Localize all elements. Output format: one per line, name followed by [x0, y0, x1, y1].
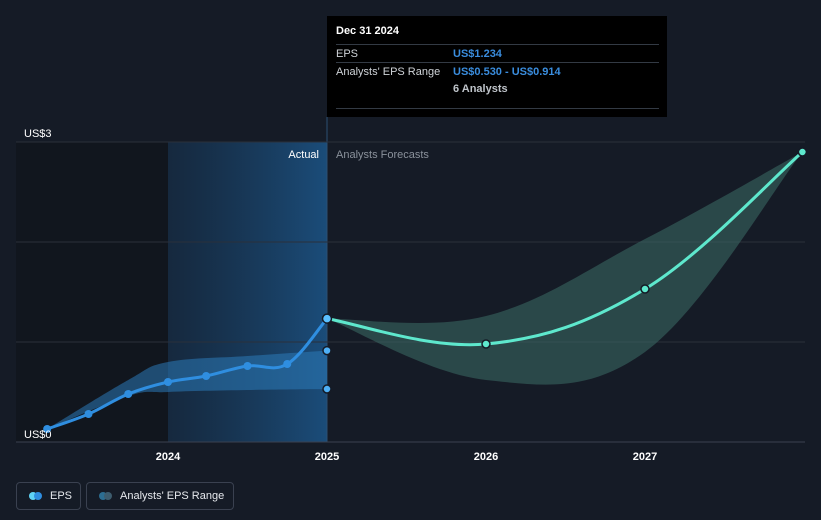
x-tick-label: 2027	[633, 451, 657, 463]
tooltip-eps-value: US$1.234	[453, 47, 502, 60]
tooltip-range-label: Analysts' EPS Range	[336, 65, 441, 78]
eps-point	[283, 360, 292, 368]
range-end-point	[322, 345, 332, 356]
legend-range-label: Analysts' EPS Range	[120, 490, 225, 502]
x-tick-label: 2026	[474, 451, 498, 463]
tooltip-divider	[336, 108, 659, 109]
eps-point	[243, 362, 252, 370]
tooltip: Dec 31 2024 EPS US$1.234 Analysts' EPS R…	[327, 16, 667, 117]
x-tick-label: 2024	[156, 451, 181, 463]
tooltip-eps-row: EPS US$1.234	[336, 44, 659, 62]
eps-point	[321, 313, 333, 324]
legend-range-button[interactable]: Analysts' EPS Range	[86, 482, 234, 510]
past-shade	[16, 142, 168, 442]
forecast-point	[481, 339, 491, 349]
tooltip-date: Dec 31 2024	[336, 25, 399, 37]
eps-range-band	[47, 350, 327, 429]
x-tick-label: 2025	[315, 451, 339, 463]
legend-eps-button[interactable]: EPS	[16, 482, 81, 510]
tooltip-analysts-row: 6 Analysts	[336, 80, 659, 97]
eps-legend-icon	[29, 492, 43, 500]
tooltip-analysts: 6 Analysts	[453, 82, 508, 95]
eps-point	[202, 372, 211, 380]
eps-point	[43, 425, 52, 433]
forecast-point	[640, 284, 650, 294]
range-legend-icon	[99, 492, 113, 500]
tooltip-range-row: Analysts' EPS Range US$0.530 - US$0.914	[336, 62, 659, 80]
forecast-point	[797, 147, 808, 157]
eps-point	[164, 378, 172, 386]
legend-eps-label: EPS	[50, 490, 73, 502]
actual-label: Actual	[288, 149, 319, 161]
forecast-range-band	[327, 152, 803, 385]
y-tick-label: US$3	[24, 128, 52, 140]
tooltip-eps-label: EPS	[336, 47, 359, 60]
tooltip-range-value: US$0.530 - US$0.914	[453, 65, 561, 78]
y-tick-label: US$0	[24, 429, 52, 441]
forecast-line	[326, 150, 804, 347]
eps-point	[124, 390, 133, 398]
forecast-label: Analysts Forecasts	[336, 149, 429, 161]
eps-point	[84, 410, 93, 418]
range-end-point	[322, 384, 332, 394]
highlight-region	[168, 142, 327, 442]
